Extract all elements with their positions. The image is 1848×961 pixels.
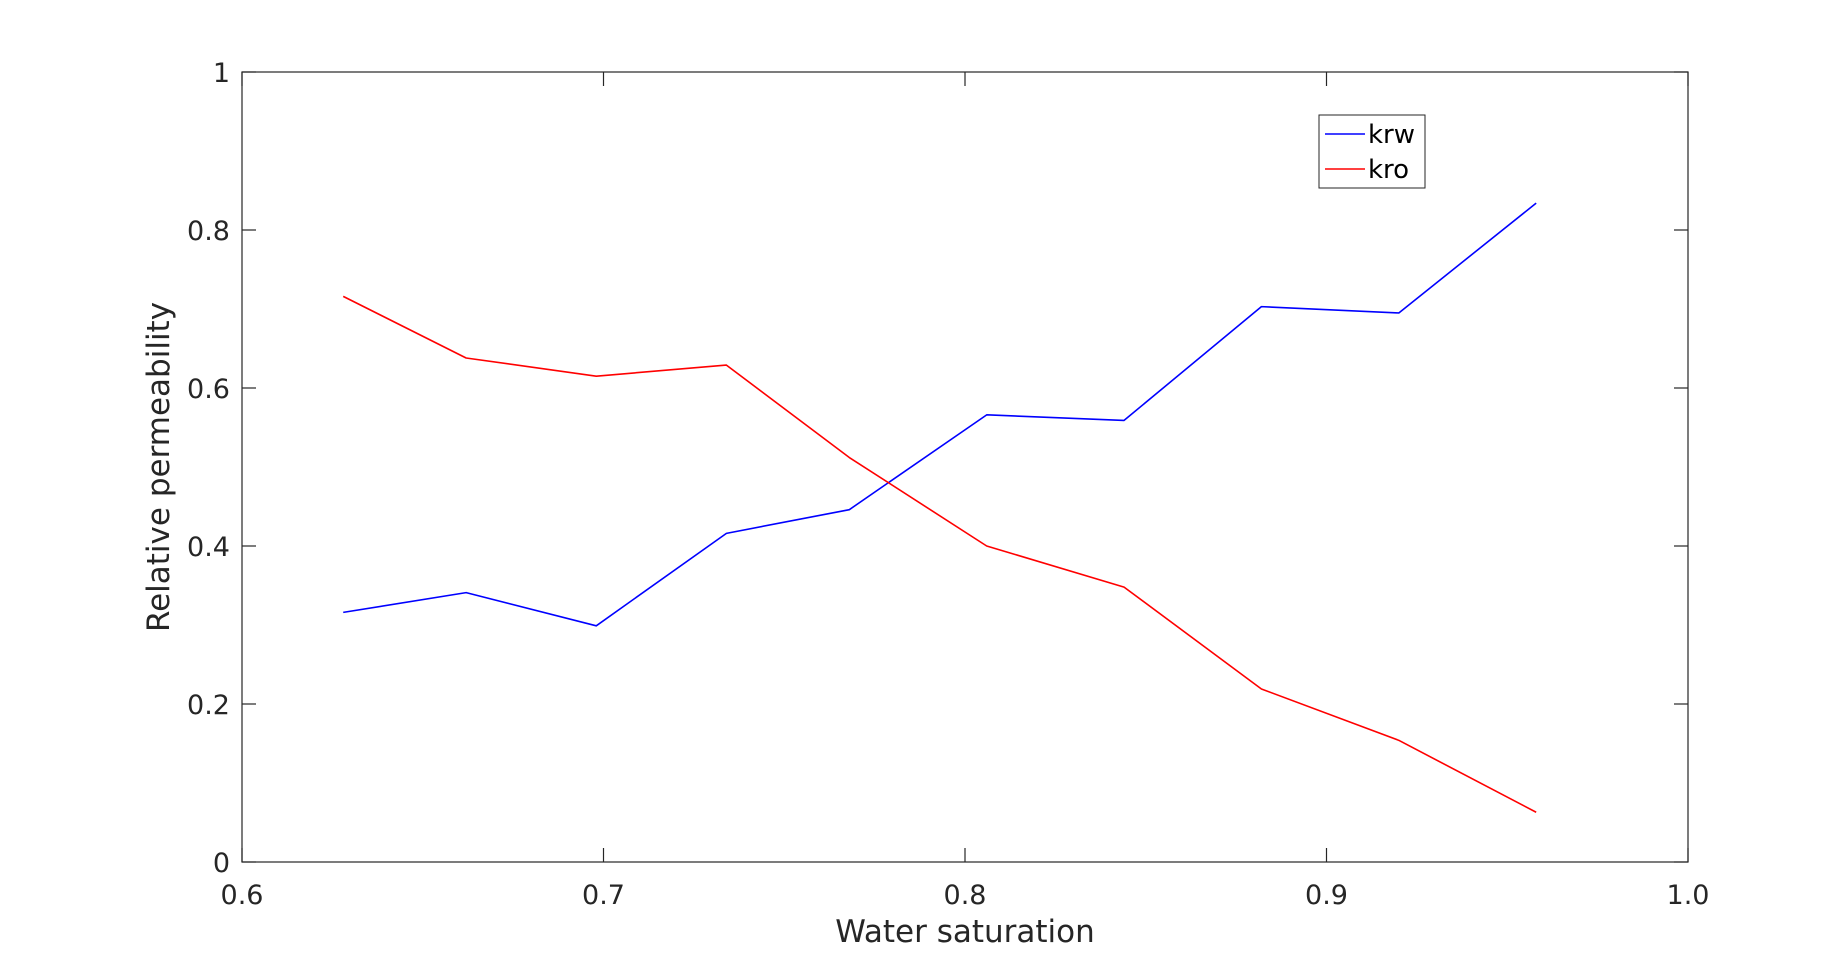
y-tick-label: 0.6: [187, 374, 230, 405]
y-axis-label: Relative permeability: [141, 302, 177, 632]
legend-label-krw: krw: [1368, 120, 1415, 150]
y-tick-label: 0.2: [187, 690, 230, 721]
plot-area: [242, 72, 1688, 862]
series-line-kro: [342, 295, 1537, 813]
tick-label-layer: 0.6 0.7 0.8 0.9 1.0 0 0.2 0.4 0.6 0.8 1: [187, 58, 1709, 911]
y-tick-label: 0.8: [187, 216, 230, 247]
legend-label-kro: kro: [1368, 155, 1409, 185]
y-tick-label: 0.4: [187, 532, 230, 563]
y-tick-label: 0: [213, 848, 230, 879]
x-tick-label: 0.9: [1305, 880, 1348, 911]
x-tick-label: 0.6: [221, 880, 264, 911]
axes-layer: [241, 71, 1689, 863]
x-tick-label: 0.8: [944, 880, 987, 911]
y-tick-label: 1: [213, 58, 230, 89]
series-layer: [342, 202, 1537, 813]
series-line-krw: [343, 202, 1537, 627]
x-tick-label: 1.0: [1667, 880, 1710, 911]
x-tick-label: 0.7: [582, 880, 625, 911]
x-axis-label: Water saturation: [835, 914, 1095, 950]
legend: krw kro: [1318, 114, 1426, 189]
legend-box: [1318, 114, 1426, 189]
